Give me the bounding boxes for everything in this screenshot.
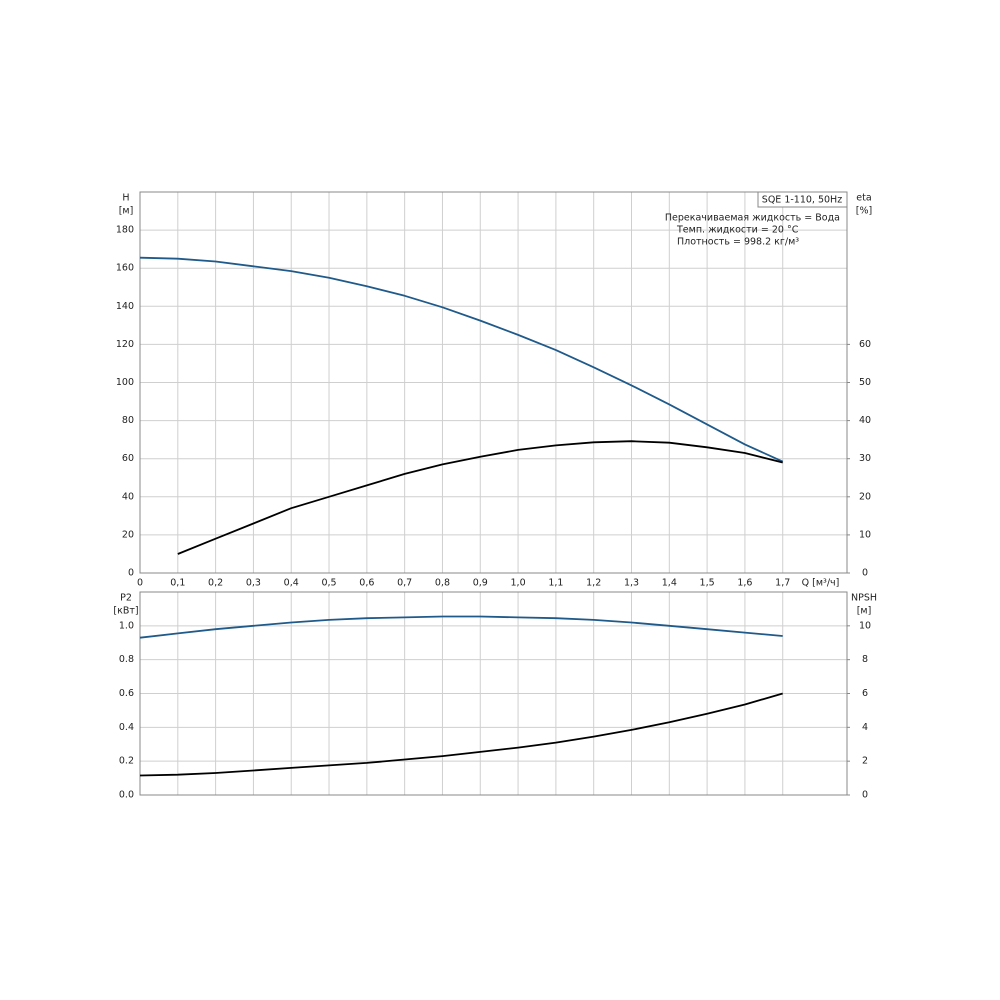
x-tick-label: 0,2 [208, 578, 223, 589]
y-tick-label: 120 [116, 339, 134, 350]
y2-tick-label: 60 [859, 339, 871, 350]
x-tick-label: 0,8 [435, 578, 450, 589]
y-tick-label: 160 [116, 263, 134, 274]
x-tick-label: 1,1 [548, 578, 563, 589]
data-line [177, 440, 783, 555]
title-box [757, 191, 848, 208]
y-axis-unit: [кВт] [113, 606, 138, 617]
y2-axis-label: eta [856, 193, 871, 204]
y2-tick-label: 8 [862, 654, 868, 665]
y-tick-label: 80 [122, 415, 134, 426]
y2-tick-label: 0 [862, 568, 868, 579]
chart-title: SQE 1-110, 50Hz [762, 195, 842, 206]
y2-tick-label: 4 [862, 722, 868, 733]
y-tick-label: 100 [116, 377, 134, 388]
annotation: Темп. жидкости = 20 °C [676, 225, 799, 236]
y-axis-label: H [122, 193, 129, 204]
x-tick-label: 0,3 [246, 578, 261, 589]
x-tick-label: 0,9 [473, 578, 488, 589]
x-tick-label: 0,4 [284, 578, 299, 589]
y-tick-label: 0.0 [119, 790, 134, 801]
y2-axis-label: NPSH [851, 593, 877, 604]
x-tick-label: 1,0 [511, 578, 526, 589]
x-tick-label: 0,1 [170, 578, 185, 589]
y-tick-label: 0.8 [119, 654, 134, 665]
x-tick-label: 1,4 [662, 578, 677, 589]
plot-frame [139, 191, 848, 574]
y2-tick-label: 10 [859, 620, 871, 631]
y-tick-label: 60 [122, 453, 134, 464]
y2-tick-label: 10 [859, 529, 871, 540]
y-tick-label: 0 [128, 568, 134, 579]
y2-tick-label: 20 [859, 491, 871, 502]
y2-axis-unit: [%] [856, 206, 872, 217]
annotation: Плотность = 998.2 кг/м³ [677, 237, 799, 248]
x-tick-label: 1,3 [624, 578, 639, 589]
y-axis-unit: [м] [119, 206, 134, 217]
y2-axis-unit: [м] [857, 606, 872, 617]
y-tick-label: 0.4 [119, 722, 134, 733]
x-tick-label: 0,7 [397, 578, 412, 589]
x-tick-label: 0,6 [359, 578, 374, 589]
annotation: Перекачиваемая жидкость = Вода [665, 213, 840, 224]
x-tick-label: 0,5 [321, 578, 336, 589]
x-tick-label: 1,7 [775, 578, 790, 589]
x-axis-label: Q [м³/ч] [802, 578, 840, 589]
x-tick-label: 1,2 [586, 578, 601, 589]
y2-tick-label: 50 [859, 377, 871, 388]
y-tick-label: 180 [116, 225, 134, 236]
y-axis-label: P2 [120, 593, 132, 604]
x-tick-label: 1,6 [737, 578, 752, 589]
y-tick-label: 0.2 [119, 756, 134, 767]
data-line [139, 692, 783, 777]
y-tick-label: 0.6 [119, 688, 134, 699]
y2-tick-label: 30 [859, 453, 871, 464]
x-tick-label: 0 [137, 578, 143, 589]
y-tick-label: 20 [122, 529, 134, 540]
y2-tick-label: 40 [859, 415, 871, 426]
y-tick-label: 40 [122, 491, 134, 502]
y2-tick-label: 0 [862, 790, 868, 801]
data-line [139, 615, 783, 639]
y-tick-label: 140 [116, 301, 134, 312]
data-line [139, 256, 784, 463]
plot-frame [139, 591, 848, 796]
x-tick-label: 1,5 [700, 578, 715, 589]
y2-tick-label: 6 [862, 688, 868, 699]
y2-tick-label: 2 [862, 756, 868, 767]
y-tick-label: 1.0 [119, 620, 134, 631]
